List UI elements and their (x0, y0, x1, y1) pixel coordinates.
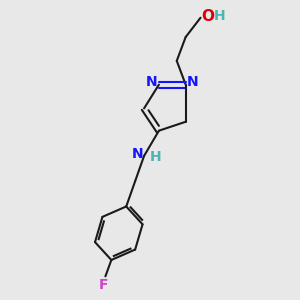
Text: N: N (146, 75, 157, 88)
Text: F: F (99, 278, 109, 292)
Text: N: N (132, 147, 143, 160)
Text: H: H (150, 150, 162, 164)
Text: O: O (202, 9, 214, 24)
Text: H: H (214, 9, 226, 23)
Text: N: N (186, 75, 198, 88)
